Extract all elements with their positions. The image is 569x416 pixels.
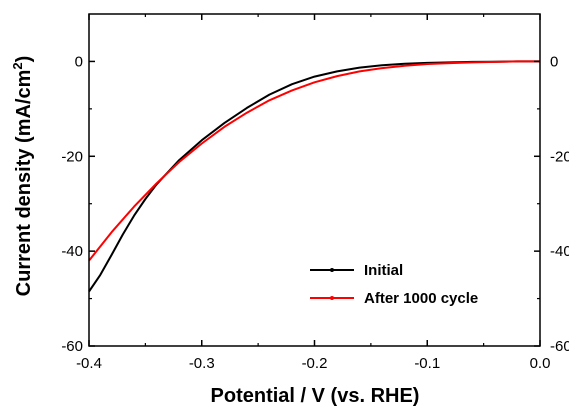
legend-after-cycle-marker (330, 296, 334, 300)
y-tick-label: -40 (61, 243, 83, 260)
y-right-tick-label: 0 (550, 53, 558, 70)
plot-area (88, 60, 540, 293)
legend-initial-label: Initial (364, 262, 403, 279)
series-after-cycle-line (88, 60, 540, 262)
y-tick-label: 0 (75, 53, 83, 70)
legend-after-cycle-label: After 1000 cycle (364, 290, 478, 307)
legend: Initial After 1000 cycle (310, 262, 478, 307)
y-right-tick-label: -40 (550, 243, 569, 260)
y-right-tick-label: -20 (550, 148, 569, 165)
y-tick-label: -60 (61, 338, 83, 355)
x-tick-label: -0.3 (189, 355, 215, 372)
legend-initial-marker (330, 268, 334, 272)
x-tick-label: 0.0 (530, 355, 551, 372)
series-initial-line (88, 60, 540, 293)
x-axis-title: Potential / V (vs. RHE) (211, 385, 420, 407)
x-tick-label: -0.2 (302, 355, 328, 372)
x-tick-label: -0.4 (76, 355, 102, 372)
y-right-tick-label: -60 (550, 338, 569, 355)
y-axis-title: Current density (mA/cm2) (10, 56, 35, 297)
y-tick-label: -20 (61, 148, 83, 165)
axis-ticks: -0.4 -0.3 -0.2 -0.1 0.0 0 0 -20 -20 -40 -40 -60 -60 (61, 14, 569, 372)
x-tick-label: -0.1 (414, 355, 440, 372)
